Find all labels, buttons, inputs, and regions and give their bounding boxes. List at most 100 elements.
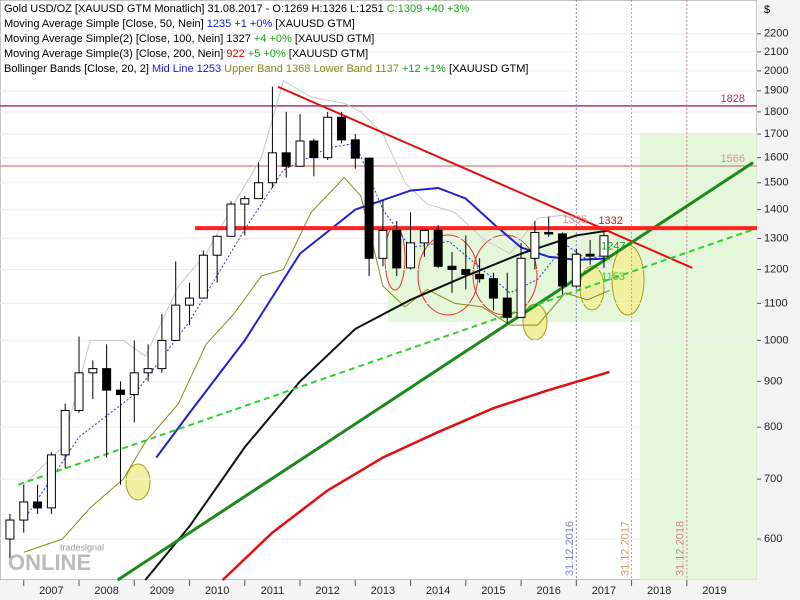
candle-body [350, 139, 360, 159]
x-tick-label: 2012 [315, 585, 339, 597]
candle-body [475, 273, 485, 280]
x-tick-label: 2009 [150, 585, 174, 597]
candle-body [129, 372, 139, 396]
candle-body [461, 269, 471, 275]
legend-text: [XAUUSD GTM] [445, 63, 529, 75]
y-tick-label: 1600 [764, 152, 788, 164]
candle-body [571, 253, 581, 287]
y-tick-label: 2000 [764, 65, 788, 77]
indicator-line [221, 370, 610, 581]
candle-body [185, 297, 195, 306]
y-tick-label: 700 [764, 473, 782, 485]
candle-body [198, 254, 208, 299]
candle-body [267, 152, 277, 184]
candle-body [433, 229, 443, 267]
candle-body [530, 231, 540, 259]
legend-text: 1327 [226, 33, 251, 45]
legend-text: +5 +0% [244, 48, 286, 60]
y-tick-label: 1400 [764, 203, 788, 215]
annotation: 1335 [563, 214, 587, 226]
legend-text: +4 +0% [250, 33, 292, 45]
ellipse [522, 303, 548, 341]
annotation: 1247 [601, 240, 625, 252]
legend-line: Moving Average Simple(2) [Close, 100, Ne… [4, 32, 528, 47]
x-tick-label: 2018 [647, 585, 671, 597]
y-tick-label: 1000 [764, 334, 788, 346]
x-tick-label: 2013 [371, 585, 395, 597]
legend-text: +12 +1% [398, 63, 446, 75]
legend-text: Moving Average Simple(3) [Close, 200, Ne… [4, 48, 227, 60]
candle-body [323, 116, 333, 159]
legend-text: [XAUUSD GTM] [285, 48, 369, 60]
header: Gold USD/OZ [XAUUSD GTM Monatlich] 31.08… [4, 2, 528, 77]
y-tick-label: 1200 [764, 263, 788, 275]
indicator-line [23, 176, 610, 553]
candle-body [171, 304, 181, 341]
legend-text: C:1309 +40 +3% [386, 3, 470, 15]
candle-body [392, 229, 402, 269]
x-tick-label: 2007 [39, 585, 63, 597]
y-tick-label: 1700 [764, 128, 788, 140]
indicator-line [277, 85, 693, 269]
x-tick-label: 2019 [702, 585, 726, 597]
candle-body [254, 182, 264, 200]
candle-body [212, 235, 222, 256]
y-tick-label: 800 [764, 421, 782, 433]
target-zone [640, 133, 757, 580]
level-label: 1828 [721, 93, 745, 105]
candle-body [102, 368, 112, 391]
date-marker-label: 31.12.2018 [675, 521, 687, 576]
y-tick-label: 2100 [764, 46, 788, 58]
candle-body [599, 235, 609, 257]
legend-text: 1235 +1 +0% [206, 18, 273, 30]
y-tick-label: 2200 [764, 28, 788, 40]
candle-body [336, 116, 346, 141]
candle-body [74, 372, 84, 412]
y-tick-label: 900 [764, 375, 782, 387]
watermark-big: ONLINE [8, 550, 91, 575]
legend-line: Moving Average Simple [Close, 50, Nein] … [4, 17, 528, 32]
x-tick-label: 2011 [261, 585, 285, 597]
annotation: 1332 [598, 215, 622, 227]
y-unit: $ [764, 4, 770, 16]
indicator-line [23, 79, 610, 486]
indicator-line [116, 161, 754, 582]
legend-text: [XAUUSD GTM] [291, 33, 375, 45]
legend-text: Upper Band 1368 Lower Band 1137 [221, 63, 399, 75]
candle-body [5, 519, 15, 540]
candle-body [281, 152, 291, 167]
y-tick-label: 1900 [764, 85, 788, 97]
legend-text: Bollinger Bands [Close, 20, 2] [4, 63, 152, 75]
candle-body [46, 454, 56, 509]
legend-text: Moving Average Simple [Close, 50, Nein] [4, 18, 207, 30]
legend-text: 922 [226, 48, 245, 60]
x-tick-label: 2016 [536, 585, 560, 597]
candle-body [309, 140, 319, 159]
legend-line: Moving Average Simple(3) [Close, 200, Ne… [4, 47, 528, 62]
indicator-line [144, 229, 610, 581]
candle-body [406, 242, 416, 269]
candle-body [516, 257, 526, 318]
level-label: 1566 [721, 153, 745, 165]
candle-body [585, 253, 595, 257]
y-tick-label: 1800 [764, 106, 788, 118]
candle-body [558, 233, 568, 287]
date-marker-label: 31.12.2017 [619, 521, 631, 576]
candle-body [447, 265, 457, 271]
x-tick-label: 2008 [94, 585, 118, 597]
y-axis-area [757, 0, 800, 600]
candle-body [544, 231, 554, 235]
candle-body [143, 368, 153, 374]
y-tick-label: 1500 [764, 177, 788, 189]
candle-body [419, 229, 429, 244]
candle-body [502, 297, 512, 318]
candle-body [33, 501, 43, 509]
legend-line: Bollinger Bands [Close, 20, 2] Mid Line … [4, 62, 528, 77]
ellipse [125, 463, 151, 501]
candle-body [240, 198, 250, 205]
watermark-small: tradesignal [60, 542, 104, 552]
legend-text: Moving Average Simple(2) [Close, 100, Ne… [4, 33, 227, 45]
candle-body [226, 203, 236, 237]
